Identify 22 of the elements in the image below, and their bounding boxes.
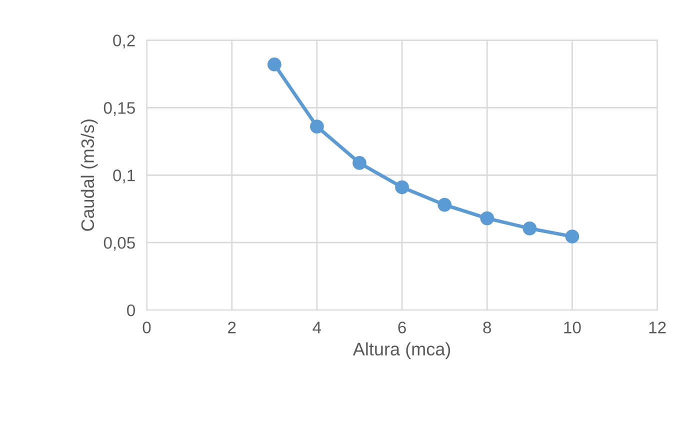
point bbox=[438, 198, 452, 212]
point bbox=[395, 180, 409, 194]
y-tick-label: 0,15 bbox=[104, 102, 135, 116]
point bbox=[352, 156, 366, 170]
x-tick-label: 8 bbox=[483, 322, 492, 334]
point bbox=[565, 230, 580, 244]
x-tick-label: 2 bbox=[228, 322, 236, 334]
y-tick-label: 0,1 bbox=[113, 170, 135, 184]
point bbox=[522, 221, 537, 236]
x-tick-label: 12 bbox=[649, 322, 666, 334]
x-tick-label: 0 bbox=[142, 322, 151, 334]
point bbox=[480, 211, 494, 226]
x-tick-label: 10 bbox=[564, 322, 581, 334]
x-tick-label: 6 bbox=[398, 322, 406, 334]
y-tick-label: 0 bbox=[127, 304, 135, 316]
x-tick-label: 4 bbox=[312, 322, 322, 334]
point bbox=[310, 120, 324, 134]
y-tick-label: 0,05 bbox=[104, 236, 135, 251]
y-tick-label: 0,2 bbox=[113, 34, 135, 48]
point bbox=[267, 58, 282, 72]
x-axis-title: Altura (mca) bbox=[352, 342, 450, 360]
y-axis-title: Caudal (m3/s) bbox=[80, 120, 98, 231]
